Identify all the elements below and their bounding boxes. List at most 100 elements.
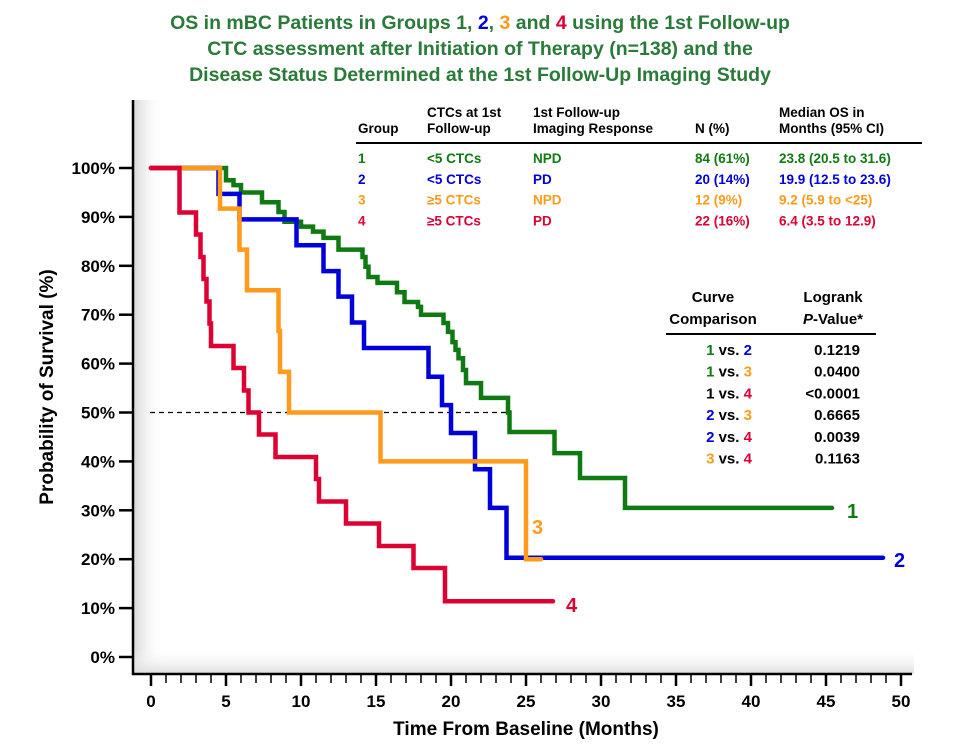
- title-segment: ,: [489, 12, 500, 34]
- title-segment: 4: [556, 12, 567, 34]
- curve-end-label-4: 4: [566, 595, 578, 617]
- x-tick-label: 20: [442, 692, 461, 711]
- group-table-header: Follow-up: [427, 121, 491, 136]
- comparison-label: 2 vs. 3: [706, 407, 752, 424]
- group-table-cell: ≥5 CTCs: [427, 193, 481, 208]
- logrank-header: Comparison: [669, 311, 757, 328]
- y-tick-label: 30%: [81, 501, 115, 520]
- title-line: CTC assessment after Initiation of Thera…: [207, 38, 753, 60]
- y-tick-label: 10%: [81, 599, 115, 618]
- group-table-cell: NPD: [533, 151, 562, 166]
- y-tick-label: 80%: [81, 257, 115, 276]
- plot-shading-left: [134, 100, 164, 674]
- logrank-header-italic: P: [803, 311, 814, 328]
- group-table-header: CTCs at 1st: [427, 105, 502, 120]
- curve-group-1: [148, 165, 835, 511]
- group-table-header: Group: [358, 121, 399, 136]
- comparison-label: 1 vs. 4: [706, 385, 753, 402]
- group-table-cell: PD: [533, 213, 552, 228]
- title-line: Disease Status Determined at the 1st Fol…: [189, 64, 771, 86]
- x-tick-label: 5: [221, 692, 230, 711]
- x-tick-label: 15: [367, 692, 386, 711]
- x-tick-label: 25: [517, 692, 536, 711]
- logrank-table: Curve Comparison Logrank P-Value* 1 vs. 2 0.1…: [666, 289, 876, 468]
- comparison-group-b: 4: [744, 451, 753, 468]
- group-table-header: Imaging Response: [533, 121, 654, 136]
- logrank-header: P-Value*: [803, 311, 863, 328]
- group-table-cell: <5 CTCs: [427, 151, 481, 166]
- curve-group-3: [148, 165, 544, 562]
- group-table-cell: NPD: [533, 193, 562, 208]
- y-tick-label: 90%: [81, 208, 115, 227]
- title-segment: OS in mBC Patients in Groups 1,: [170, 12, 478, 34]
- logrank-header: Logrank: [803, 289, 863, 306]
- y-tick-label: 60%: [81, 355, 115, 374]
- logrank-header-rest: -Value*: [813, 311, 863, 328]
- title-segment: 3: [500, 12, 511, 34]
- group-table-header: Months (95% CI): [779, 121, 884, 136]
- curve-end-label-1: 1: [847, 501, 858, 523]
- x-tick-label: 30: [592, 692, 611, 711]
- plot-shading-bottom: [134, 648, 914, 674]
- group-table-cell: 19.9 (12.5 to 23.6): [779, 172, 891, 187]
- comparison-vs: vs.: [714, 451, 743, 468]
- comparison-vs: vs.: [714, 385, 743, 402]
- comparison-group-b: 3: [744, 407, 752, 424]
- y-tick-label: 20%: [81, 550, 115, 569]
- comparison-label: 2 vs. 4: [706, 429, 753, 446]
- group-table-cell: 22 (16%): [695, 213, 750, 228]
- group-table-cell: 12 (9%): [695, 193, 742, 208]
- comparison-vs: vs.: [714, 342, 743, 359]
- x-tick-label: 10: [292, 692, 311, 711]
- y-tick-label: 0%: [90, 648, 115, 667]
- x-tick-label: 50: [892, 692, 911, 711]
- logrank-p-value: <0.0001: [805, 385, 860, 402]
- comparison-label: 1 vs. 2: [706, 342, 752, 359]
- x-tick-label: 0: [146, 692, 155, 711]
- group-table-cell: 6.4 (3.5 to 12.9): [779, 213, 876, 228]
- group-table-cell: <5 CTCs: [427, 172, 481, 187]
- comparison-group-b: 4: [744, 385, 753, 402]
- logrank-header: Curve: [692, 289, 735, 306]
- group-table-header: N (%): [695, 121, 730, 136]
- curve-end-label-3: 3: [532, 517, 543, 539]
- comparison-vs: vs.: [714, 407, 743, 424]
- group-table-cell: ≥5 CTCs: [427, 213, 481, 228]
- logrank-p-value: 0.0400: [814, 364, 860, 381]
- title-segment: 2: [478, 12, 489, 34]
- comparison-group-a: 2: [706, 407, 714, 424]
- axes: 0% 10% 20% 30% 40% 50% 60% 70% 80% 90% 100% 0 5 10 15 2…: [37, 100, 912, 740]
- chart-title: OS in mBC Patients in Groups 1, 2, 3 and…: [170, 12, 790, 86]
- logrank-p-value: 0.0039: [814, 429, 860, 446]
- title-segment: CTC assessment after Initiation of Thera…: [207, 38, 753, 60]
- x-tick-label: 45: [817, 692, 836, 711]
- x-axis-title: Time From Baseline (Months): [393, 719, 659, 740]
- group-table-cell: 2: [358, 172, 366, 187]
- comparison-group-a: 1: [706, 342, 714, 359]
- logrank-p-value: 0.1163: [815, 451, 860, 468]
- survival-curves: 1 2 3 4: [148, 165, 905, 617]
- group-table-cell: 84 (61%): [695, 151, 750, 166]
- curve-group-2: [148, 165, 886, 560]
- comparison-group-a: 1: [706, 385, 714, 402]
- title-segment: Disease Status Determined at the 1st Fol…: [189, 64, 771, 86]
- comparison-group-b: 3: [744, 364, 752, 381]
- comparison-vs: vs.: [714, 429, 743, 446]
- group-table-cell: 3: [358, 193, 366, 208]
- logrank-p-value: 0.6665: [814, 407, 860, 424]
- comparison-group-b: 2: [744, 342, 752, 359]
- curve-end-label-2: 2: [894, 550, 905, 572]
- title-segment: using the 1st Follow-up: [567, 12, 790, 34]
- x-tick-label: 40: [742, 692, 761, 711]
- comparison-group-a: 2: [706, 429, 714, 446]
- y-tick-label: 50%: [81, 404, 115, 423]
- group-table-header: 1st Follow-up: [533, 105, 620, 120]
- comparison-group-a: 3: [706, 451, 714, 468]
- comparison-group-a: 1: [706, 364, 714, 381]
- y-tick-label: 40%: [81, 452, 115, 471]
- group-table-cell: 20 (14%): [695, 172, 750, 187]
- title-line: OS in mBC Patients in Groups 1, 2, 3 and…: [170, 12, 790, 34]
- group-table-cell: 1: [358, 151, 366, 166]
